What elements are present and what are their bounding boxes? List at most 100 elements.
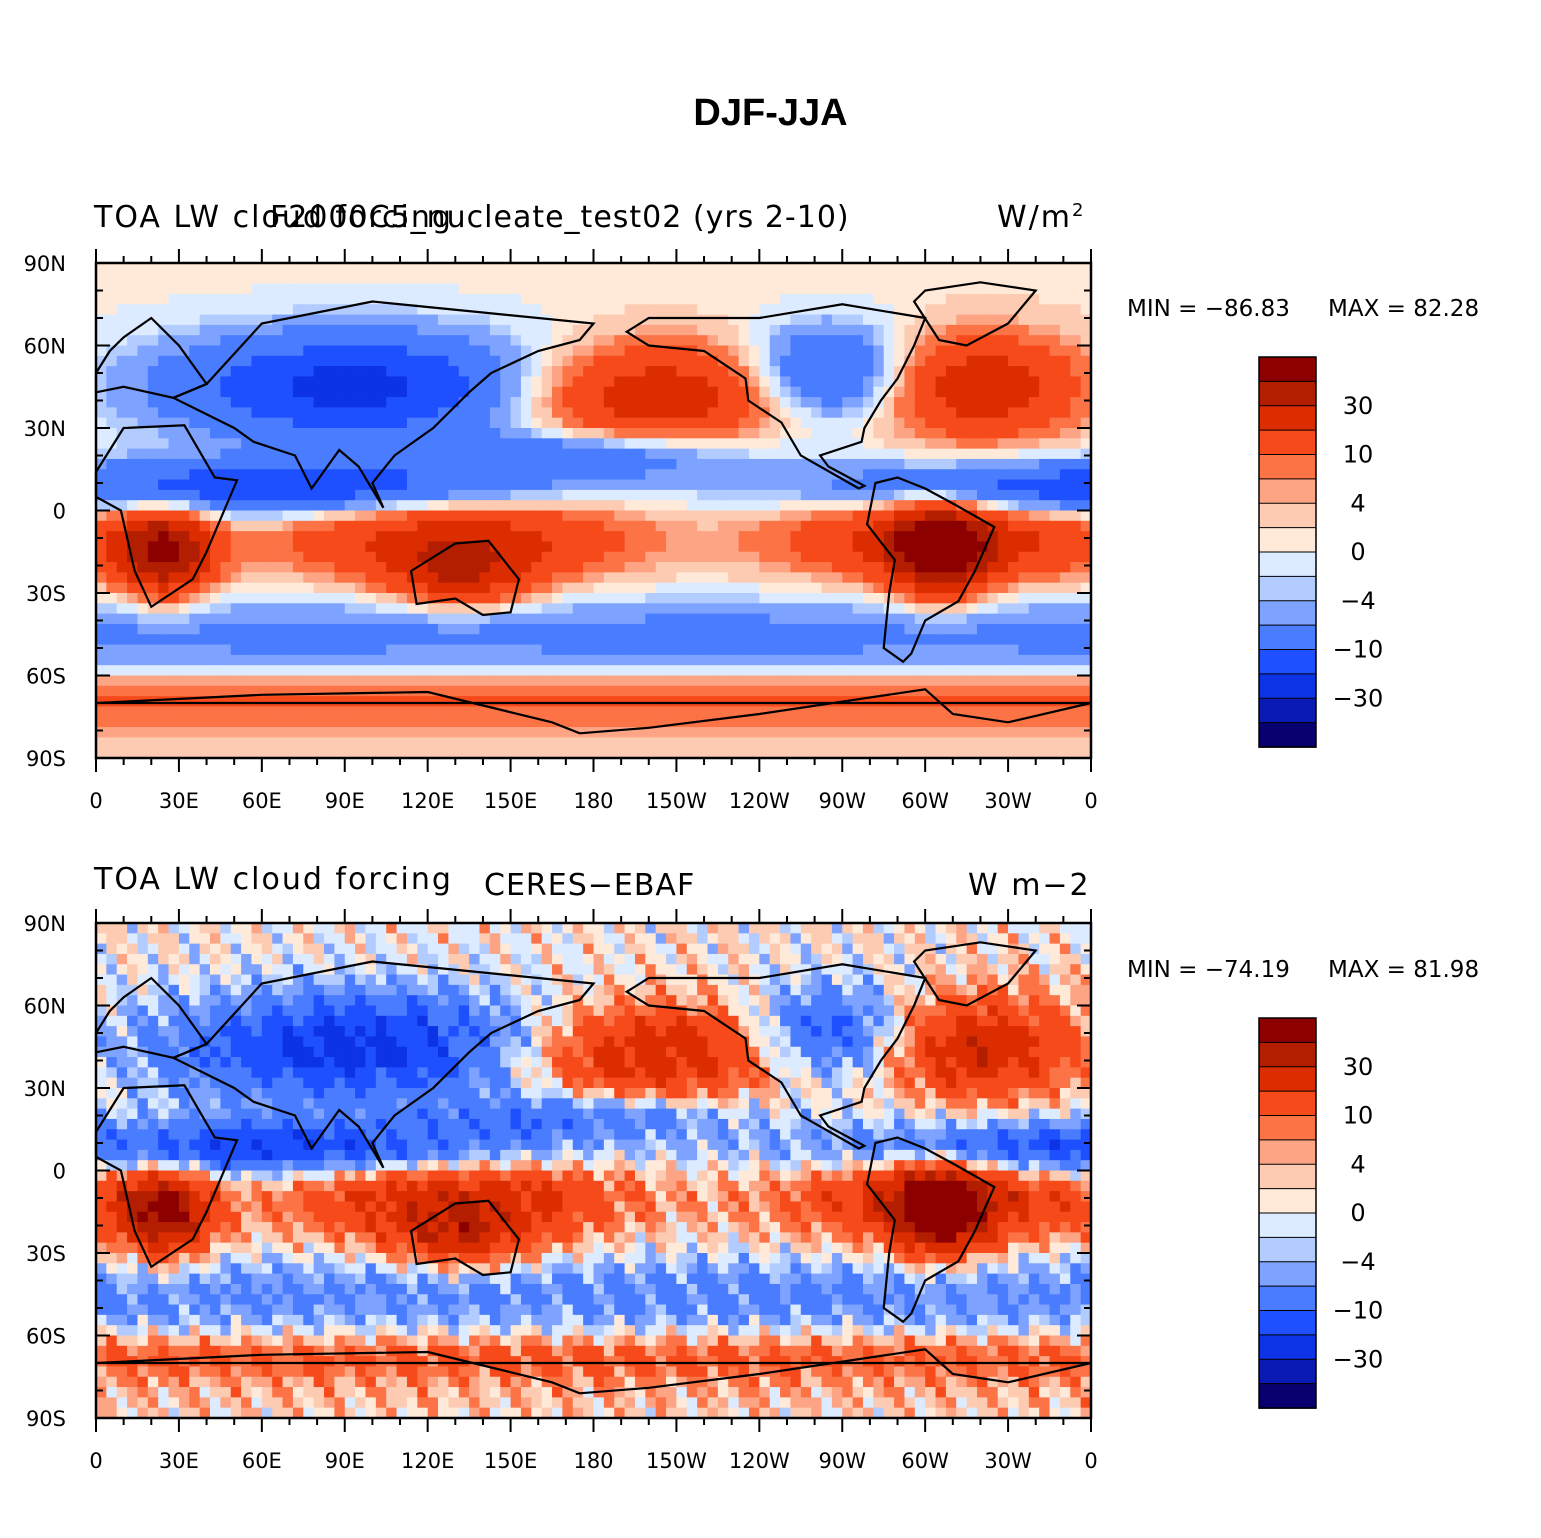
field-cell (1070, 448, 1082, 460)
field-cell (572, 654, 584, 666)
field-cell (324, 479, 335, 491)
field-cell (313, 644, 325, 656)
field-cell (1059, 541, 1071, 553)
field-cell (686, 386, 698, 398)
field-cell (873, 345, 885, 357)
field-cell (355, 458, 367, 470)
field-cell (873, 438, 885, 450)
field-cell (583, 510, 595, 522)
field-cell (697, 355, 709, 367)
field-cell (738, 469, 750, 481)
field-cell (748, 654, 760, 666)
field-cell (137, 469, 149, 481)
field-cell (583, 562, 595, 573)
field-cell (634, 376, 646, 388)
field-cell (344, 737, 356, 749)
field-cell (261, 603, 273, 615)
field-cell (842, 593, 854, 604)
field-cell (707, 923, 719, 934)
field-cell (759, 520, 771, 532)
field-cell (479, 283, 491, 295)
field-cell (355, 562, 367, 573)
field-cell (686, 593, 698, 604)
field-cell (199, 644, 211, 656)
field-cell (790, 386, 802, 398)
field-cell (572, 716, 584, 728)
field-cell (800, 293, 812, 305)
field-cell (406, 304, 418, 316)
field-cell (178, 366, 190, 378)
field-cell (520, 417, 532, 429)
field-cell (552, 685, 563, 697)
field-cell (562, 273, 574, 285)
field-cell (904, 737, 916, 749)
field-cell (987, 345, 999, 357)
field-cell (334, 283, 346, 295)
field-cell (769, 623, 781, 635)
field-cell (935, 458, 947, 470)
field-cell (614, 479, 626, 491)
field-cell (531, 675, 543, 687)
field-cell (261, 706, 273, 718)
field-cell (997, 727, 1009, 738)
field-cell (241, 675, 253, 687)
field-cell (386, 531, 398, 543)
field-cell (220, 654, 232, 666)
field-cell (210, 273, 221, 285)
field-cell (1080, 706, 1092, 718)
field-cell (904, 469, 916, 481)
field-cell (427, 345, 439, 357)
field-cell (469, 933, 481, 945)
field-cell (1018, 737, 1030, 749)
field-cell (707, 263, 719, 274)
field-cell (127, 469, 139, 481)
field-cell (96, 479, 107, 491)
field-cell (655, 562, 667, 573)
field-cell (137, 407, 149, 419)
field-cell (966, 582, 978, 594)
field-cell (624, 562, 636, 573)
field-cell (199, 283, 211, 295)
field-cell (375, 293, 387, 305)
field-cell (210, 335, 221, 347)
field-cell (313, 953, 325, 965)
field-cell (396, 263, 408, 274)
field-cell (593, 376, 605, 388)
field-cell (987, 706, 999, 718)
field-cell (935, 572, 947, 584)
field-cell (106, 716, 118, 728)
field-cell (821, 572, 833, 584)
field-cell (272, 386, 284, 398)
field-cell (552, 510, 563, 522)
field-cell (520, 510, 532, 522)
field-cell (894, 345, 906, 357)
field-cell (759, 953, 771, 965)
field-cell (800, 531, 812, 543)
field-cell (811, 943, 823, 955)
field-cell (748, 417, 760, 429)
field-cell (1028, 933, 1040, 945)
field-cell (748, 293, 760, 305)
field-cell (811, 510, 823, 522)
field-cell (230, 593, 242, 604)
field-cell (852, 923, 864, 934)
field-cell (199, 510, 211, 522)
field-cell (1049, 727, 1061, 738)
field-cell (158, 479, 170, 491)
field-cell (614, 747, 626, 759)
field-cell (500, 438, 512, 450)
field-cell (904, 324, 916, 336)
field-cell (355, 593, 367, 604)
field-cell (427, 397, 439, 408)
field-cell (458, 654, 470, 666)
field-cell (241, 696, 253, 708)
field-cell (500, 923, 512, 934)
field-cell (914, 634, 926, 646)
field-cell (976, 520, 988, 532)
field-cell (448, 417, 460, 429)
field-cell (116, 520, 128, 532)
field-cell (780, 479, 792, 491)
field-cell (282, 613, 294, 625)
field-cell (572, 623, 584, 635)
field-cell (261, 510, 273, 522)
